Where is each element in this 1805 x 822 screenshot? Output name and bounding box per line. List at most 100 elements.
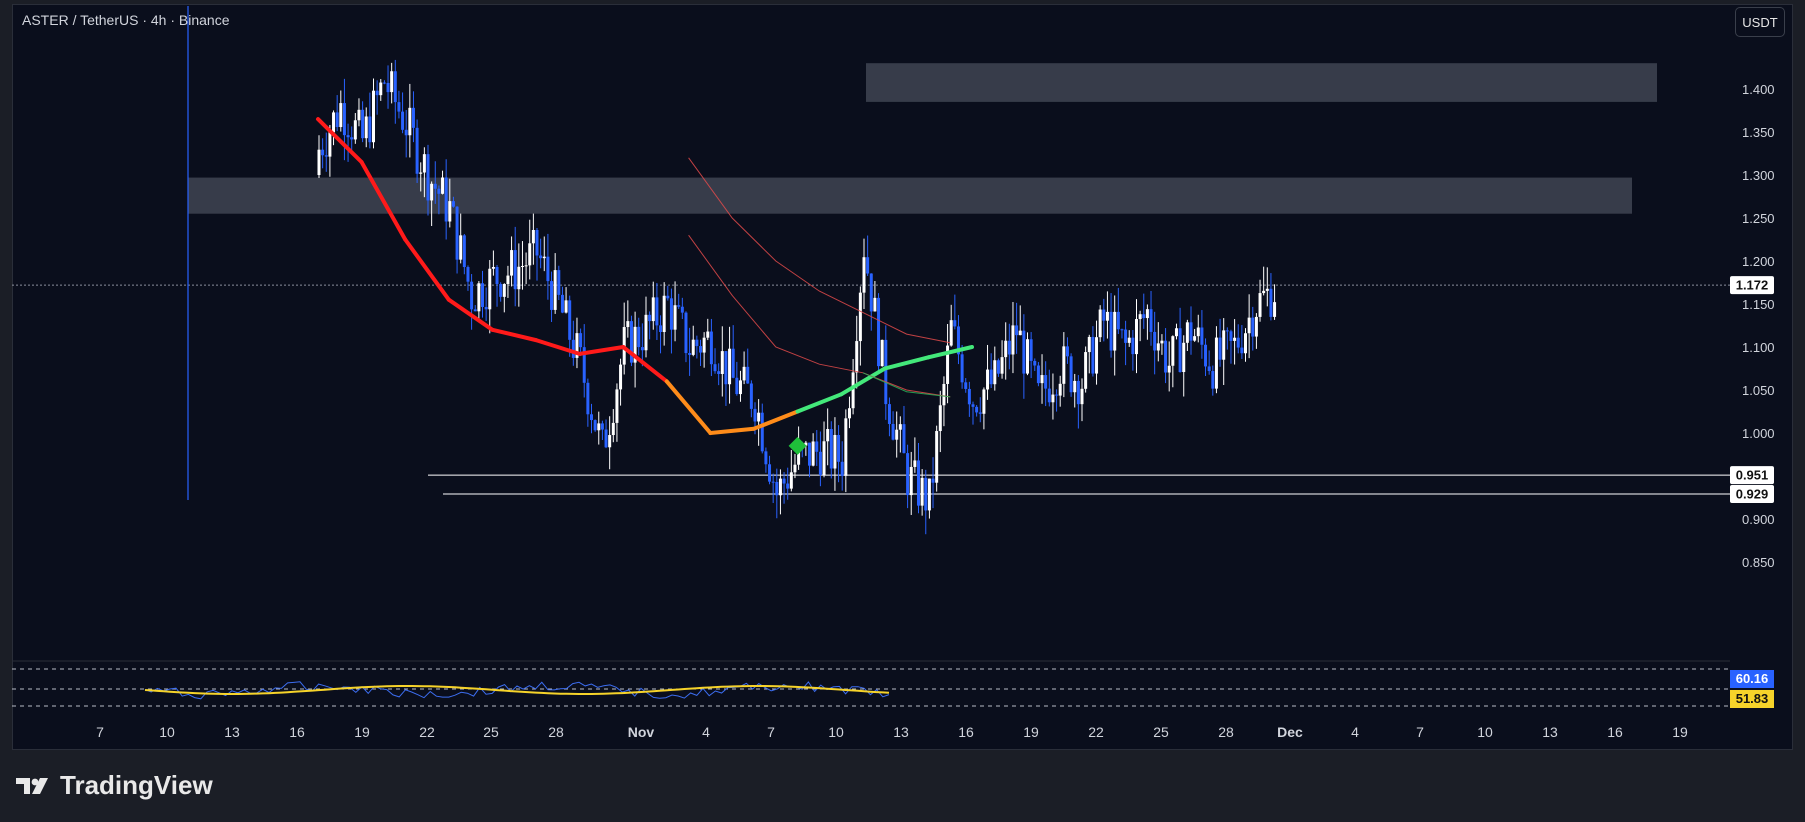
candle-body xyxy=(1153,331,1157,351)
candle-body xyxy=(644,314,648,351)
candle-body xyxy=(815,441,819,452)
moving-average-segment xyxy=(577,345,626,356)
candle-body xyxy=(1204,344,1208,367)
time-tick-label: 13 xyxy=(1542,724,1558,740)
candle-body xyxy=(1218,337,1222,360)
price-tick-label: 0.900 xyxy=(1742,512,1775,527)
candle-body xyxy=(1040,375,1044,384)
candle-body xyxy=(393,71,397,103)
candle-body xyxy=(368,116,372,143)
candle-body xyxy=(1004,340,1008,358)
candle-body xyxy=(917,460,920,506)
candle-body xyxy=(891,423,895,440)
candle-body xyxy=(411,107,415,128)
candle-body xyxy=(1135,319,1138,355)
candle-body xyxy=(324,155,328,157)
candle-body xyxy=(357,109,361,121)
candle-body xyxy=(808,442,811,466)
candle-body xyxy=(1196,327,1200,337)
candle-body xyxy=(451,201,455,207)
candle-body xyxy=(993,360,997,385)
candle-body xyxy=(1011,325,1015,355)
candle-body xyxy=(611,422,615,436)
candle-body xyxy=(829,429,833,469)
tradingview-brand[interactable]: TradingView xyxy=(14,770,213,801)
candle-body xyxy=(629,321,633,363)
candle-body xyxy=(317,149,321,175)
candle-body xyxy=(728,348,732,385)
candle-body xyxy=(720,351,724,374)
candle-body xyxy=(1233,337,1237,341)
time-tick-label: 13 xyxy=(224,724,240,740)
candle-body xyxy=(1124,329,1128,343)
candle-body xyxy=(1098,309,1102,338)
candle-body xyxy=(1254,316,1258,337)
candle-body xyxy=(379,82,383,96)
candle-body xyxy=(553,270,557,310)
candle-body xyxy=(913,460,917,467)
candle-body xyxy=(691,339,695,355)
candle-body xyxy=(335,112,339,128)
candle-body xyxy=(488,268,492,310)
candle-body xyxy=(942,383,946,406)
candle-body xyxy=(760,412,764,452)
time-tick-label: 28 xyxy=(548,724,564,740)
time-tick-label: 16 xyxy=(958,724,974,740)
candle-body xyxy=(731,348,735,378)
candle-body xyxy=(597,423,601,431)
candle-body xyxy=(753,408,757,422)
candle-body xyxy=(1084,352,1088,389)
candle-body xyxy=(688,353,692,355)
moving-average-segment xyxy=(403,237,451,302)
candle-body xyxy=(898,424,902,430)
candle-body xyxy=(1055,394,1059,396)
candle-body xyxy=(764,451,768,465)
candle-body xyxy=(1251,317,1255,337)
candle-body xyxy=(1036,365,1040,384)
candle-body xyxy=(1138,314,1142,320)
candle-body xyxy=(422,154,426,173)
candle-body xyxy=(680,306,684,313)
candle-body xyxy=(855,341,859,373)
candle-body xyxy=(346,135,350,138)
candle-body xyxy=(1247,317,1251,334)
time-tick-label: 28 xyxy=(1218,724,1234,740)
candle-body xyxy=(837,434,841,462)
currency-button[interactable]: USDT xyxy=(1735,7,1785,37)
moving-average-segment xyxy=(752,409,800,431)
candle-body xyxy=(408,107,412,136)
candle-body xyxy=(1244,333,1247,354)
candle-body xyxy=(986,369,990,390)
candle-body xyxy=(546,256,550,282)
candle-body xyxy=(869,273,873,312)
moving-average-segment xyxy=(664,379,713,435)
candle-body xyxy=(575,333,579,358)
time-tick-label: 10 xyxy=(1477,724,1493,740)
time-tick-label: Nov xyxy=(628,724,655,740)
candle-body xyxy=(415,127,419,174)
candle-body xyxy=(1051,394,1055,403)
rsi-ma-badge-bg xyxy=(1730,690,1774,708)
candle-body xyxy=(1080,388,1084,405)
price-tick-label: 1.050 xyxy=(1742,383,1775,398)
time-tick-label: 4 xyxy=(1351,724,1359,740)
candle-body xyxy=(1269,288,1273,317)
candle-body xyxy=(339,103,343,128)
candle-body xyxy=(866,257,870,274)
candle-body xyxy=(404,129,408,136)
candle-body xyxy=(513,250,517,290)
candle-body xyxy=(1033,360,1037,366)
candle-body xyxy=(1211,371,1215,389)
candle-body xyxy=(771,481,775,483)
price-tick-label: 0.850 xyxy=(1742,555,1775,570)
candle-body xyxy=(822,441,826,476)
candle-body xyxy=(949,320,953,346)
candle-body xyxy=(673,305,677,330)
time-tick-label: 13 xyxy=(893,724,909,740)
level-badge-bg xyxy=(1730,485,1774,504)
candle-body xyxy=(1044,375,1048,389)
candle-body xyxy=(978,412,982,414)
candle-body xyxy=(1222,330,1226,360)
candle-body xyxy=(967,388,971,405)
